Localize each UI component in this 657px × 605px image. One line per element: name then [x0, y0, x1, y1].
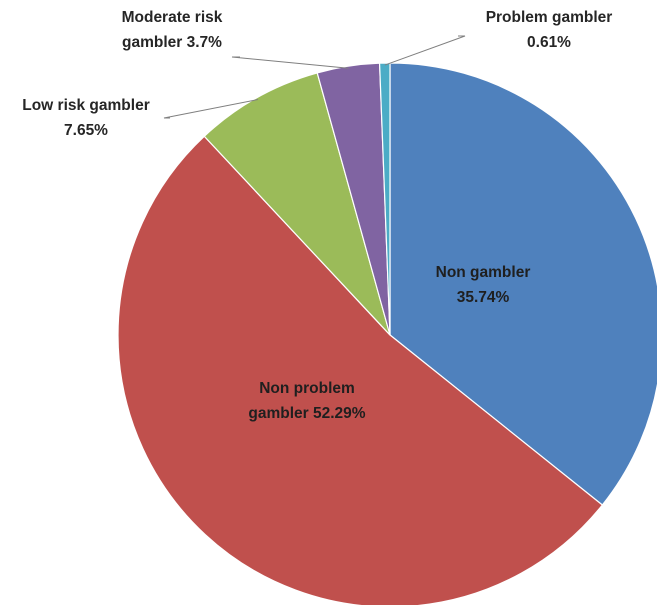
slice-label-line: Non gambler [436, 264, 531, 281]
slice-label-line: gambler 3.7% [122, 34, 222, 51]
slice-label-line: 7.65% [64, 122, 108, 139]
slice-labels: Non gambler 35.74% Non problem gambler 52.2… [22, 9, 612, 422]
slice-label-line: Moderate risk [122, 9, 223, 26]
leader-line-problem-gambler [384, 35, 466, 66]
slice-label-line: Problem gambler [486, 9, 613, 26]
slice-label-line: gambler 52.29% [248, 405, 365, 422]
pie-slice-low-risk-gambler [203, 72, 391, 336]
slice-label-non-problem-gambler: Non problem gambler 52.29% [248, 380, 365, 422]
pie-slices [117, 62, 657, 605]
pie-slice-non-problem-gambler [117, 135, 604, 605]
slice-label-low-risk-gambler: Low risk gambler 7.65% [22, 97, 149, 139]
slice-label-problem-gambler: Problem gambler 0.61% [486, 9, 613, 51]
slice-label-line: 35.74% [457, 289, 510, 306]
slice-label-line: Non problem [259, 380, 355, 397]
slice-label-line: Low risk gambler [22, 97, 149, 114]
slice-label-non-gambler: Non gambler 35.74% [436, 264, 531, 306]
pie-slice-non-gambler [389, 62, 657, 506]
slice-label-line: 0.61% [527, 34, 571, 51]
leader-line-moderate-risk-gambler [231, 56, 349, 69]
leader-lines [163, 35, 466, 119]
leader-line-low-risk-gambler [163, 99, 259, 119]
slice-label-moderate-risk-gambler: Moderate risk gambler 3.7% [122, 9, 223, 51]
